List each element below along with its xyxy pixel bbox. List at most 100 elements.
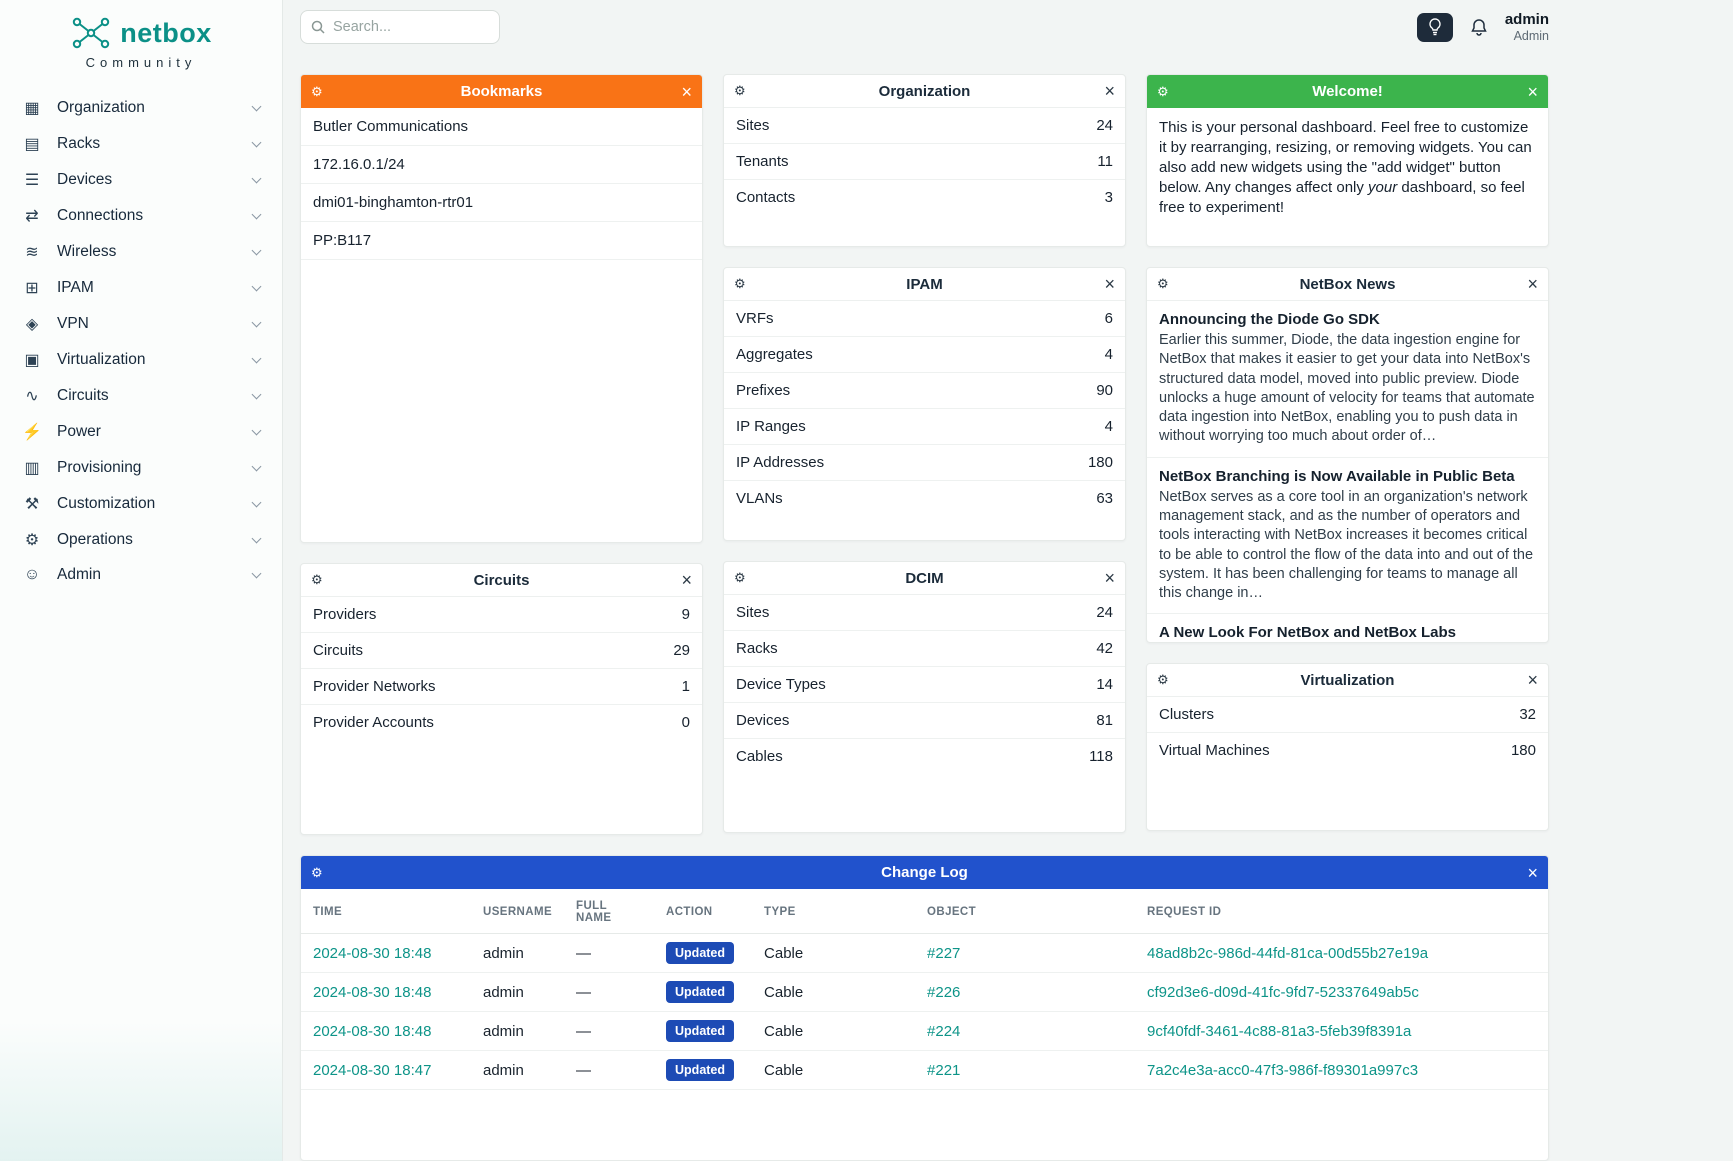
ipam-stat-row[interactable]: Aggregates 4 bbox=[724, 337, 1125, 373]
bookmark-item[interactable]: Butler Communications bbox=[301, 108, 702, 146]
gear-icon[interactable]: ⚙ bbox=[311, 83, 323, 99]
main-area: admin Admin ⚙ Bookmarks × Butler Communi… bbox=[283, 0, 1733, 1161]
ipam-stats: VRFs 6 Aggregates 4 Prefixes 90 IP Ranges 4 IP A… bbox=[724, 301, 1125, 516]
organization-stat-row[interactable]: Sites 24 bbox=[724, 108, 1125, 144]
organization-stat-row[interactable]: Tenants 11 bbox=[724, 144, 1125, 180]
sidebar-item-connections[interactable]: ⇄ Connections bbox=[0, 198, 282, 234]
ipam-stat-row[interactable]: VRFs 6 bbox=[724, 301, 1125, 337]
changelog-request-link[interactable]: cf92d3e6-d09d-41fc-9fd7-52337649ab5c bbox=[1147, 983, 1419, 1001]
sidebar-item-label: Power bbox=[57, 423, 101, 440]
notifications-button[interactable] bbox=[1469, 17, 1489, 37]
stat-value: 14 bbox=[1096, 676, 1113, 693]
document-icon: ▥ bbox=[24, 460, 40, 477]
gear-icon[interactable]: ⚙ bbox=[1157, 83, 1169, 99]
changelog-time-link[interactable]: 2024-08-30 18:48 bbox=[313, 983, 432, 1001]
changelog-object-link[interactable]: #226 bbox=[927, 983, 961, 1001]
news-item-title[interactable]: Announcing the Diode Go SDK bbox=[1159, 311, 1380, 328]
sidebar-item-provisioning[interactable]: ▥ Provisioning bbox=[0, 450, 282, 486]
close-icon[interactable]: × bbox=[1527, 274, 1538, 294]
circuits-stat-row[interactable]: Providers 9 bbox=[301, 597, 702, 633]
sidebar-item-label: Provisioning bbox=[57, 459, 142, 476]
close-icon[interactable]: × bbox=[1527, 670, 1538, 690]
sidebar-item-circuits[interactable]: ∿ Circuits bbox=[0, 378, 282, 414]
close-icon[interactable]: × bbox=[681, 81, 692, 102]
stat-label: Sites bbox=[736, 604, 770, 621]
sidebar-item-vpn[interactable]: ◈ VPN bbox=[0, 306, 282, 342]
dcim-stat-row[interactable]: Devices 81 bbox=[724, 703, 1125, 739]
virtualization-stat-row[interactable]: Virtual Machines 180 bbox=[1147, 733, 1548, 768]
virtualization-stat-row[interactable]: Clusters 32 bbox=[1147, 697, 1548, 733]
changelog-type: Cable bbox=[752, 1011, 916, 1051]
changelog-row: 2024-08-30 18:48 admin — Updated Cable #227 48… bbox=[301, 933, 1548, 973]
gear-icon[interactable]: ⚙ bbox=[734, 83, 746, 98]
bookmark-item[interactable]: dmi01-binghamton-rtr01 bbox=[301, 184, 702, 222]
dcim-stat-row[interactable]: Racks 42 bbox=[724, 631, 1125, 667]
dcim-stat-row[interactable]: Cables 118 bbox=[724, 739, 1125, 774]
changelog-time-link[interactable]: 2024-08-30 18:47 bbox=[313, 1061, 432, 1079]
changelog-column-header: Type bbox=[752, 889, 916, 934]
chevron-down-icon bbox=[251, 209, 262, 219]
netbox-logo[interactable]: netbox Community bbox=[0, 0, 282, 78]
ipam-stat-row[interactable]: Prefixes 90 bbox=[724, 373, 1125, 409]
close-icon[interactable]: × bbox=[681, 570, 692, 590]
chevron-down-icon bbox=[251, 317, 262, 327]
changelog-request-link[interactable]: 48ad8b2c-986d-44fd-81ca-00d55b27e19a bbox=[1147, 944, 1429, 962]
sidebar-item-admin[interactable]: ☺ Admin bbox=[0, 558, 282, 592]
changelog-username: admin bbox=[471, 1050, 565, 1090]
close-icon[interactable]: × bbox=[1104, 568, 1115, 588]
bookmark-item[interactable]: PP:B117 bbox=[301, 222, 702, 260]
user-menu[interactable]: admin Admin bbox=[1505, 11, 1549, 44]
changelog-request-link[interactable]: 9cf40fdf-3461-4c88-81a3-5feb39f8391a bbox=[1147, 1022, 1412, 1040]
stat-label: Virtual Machines bbox=[1159, 742, 1270, 759]
chevron-down-icon bbox=[251, 173, 262, 183]
changelog-time-link[interactable]: 2024-08-30 18:48 bbox=[313, 1022, 432, 1040]
news-item-title[interactable]: NetBox Branching is Now Available in Pub… bbox=[1159, 467, 1515, 485]
sidebar-item-operations[interactable]: ⚙ Operations bbox=[0, 522, 282, 558]
bookmark-item[interactable]: 172.16.0.1/24 bbox=[301, 146, 702, 184]
sidebar-item-devices[interactable]: ☰ Devices bbox=[0, 162, 282, 198]
news-item-title[interactable]: A New Look For NetBox and NetBox Labs bbox=[1159, 624, 1456, 642]
changelog-object-link[interactable]: #221 bbox=[927, 1061, 961, 1079]
sidebar-item-virtualization[interactable]: ▣ Virtualization bbox=[0, 342, 282, 378]
close-icon[interactable]: × bbox=[1527, 862, 1538, 883]
circuits-stat-row[interactable]: Provider Networks 1 bbox=[301, 669, 702, 705]
gear-icon[interactable]: ⚙ bbox=[311, 572, 323, 587]
ipam-stat-row[interactable]: IP Addresses 180 bbox=[724, 445, 1125, 481]
sidebar-item-organization[interactable]: ▦ Organization bbox=[0, 90, 282, 126]
stat-label: IP Ranges bbox=[736, 418, 806, 435]
ipam-stat-row[interactable]: VLANs 63 bbox=[724, 481, 1125, 516]
close-icon[interactable]: × bbox=[1104, 274, 1115, 294]
dcim-stat-row[interactable]: Device Types 14 bbox=[724, 667, 1125, 703]
sidebar-item-racks[interactable]: ▤ Racks bbox=[0, 126, 282, 162]
stat-value: 24 bbox=[1096, 604, 1113, 621]
stat-label: Prefixes bbox=[736, 382, 791, 399]
organization-stat-row[interactable]: Contacts 3 bbox=[724, 180, 1125, 215]
changelog-request-link[interactable]: 7a2c4e3a-acc0-47f3-986f-f89301a997c3 bbox=[1147, 1061, 1419, 1079]
gear-icon[interactable]: ⚙ bbox=[734, 276, 746, 291]
changelog-object-link[interactable]: #224 bbox=[927, 1022, 961, 1040]
sidebar-item-wireless[interactable]: ≋ Wireless bbox=[0, 234, 282, 270]
sidebar-item-ipam[interactable]: ⊞ IPAM bbox=[0, 270, 282, 306]
lightbulb-icon bbox=[1429, 18, 1441, 36]
stat-value: 180 bbox=[1510, 742, 1536, 759]
changelog-time-link[interactable]: 2024-08-30 18:48 bbox=[313, 944, 432, 962]
gear-icon[interactable]: ⚙ bbox=[1157, 276, 1169, 291]
close-icon[interactable]: × bbox=[1104, 81, 1115, 101]
search-input[interactable] bbox=[300, 10, 500, 44]
changelog-object-link[interactable]: #227 bbox=[927, 944, 961, 962]
gear-icon[interactable]: ⚙ bbox=[311, 864, 323, 880]
gear-icon[interactable]: ⚙ bbox=[1157, 672, 1169, 687]
changelog-username: admin bbox=[471, 1011, 565, 1051]
ipam-stat-row[interactable]: IP Ranges 4 bbox=[724, 409, 1125, 445]
widget-title: Bookmarks bbox=[460, 83, 543, 100]
theme-toggle-button[interactable] bbox=[1416, 12, 1453, 42]
gear-icon[interactable]: ⚙ bbox=[734, 570, 746, 585]
circuits-stat-row[interactable]: Provider Accounts 0 bbox=[301, 705, 702, 740]
user-name: admin bbox=[1504, 10, 1549, 28]
close-icon[interactable]: × bbox=[1527, 81, 1538, 102]
dcim-header: ⚙ DCIM × bbox=[724, 562, 1125, 595]
sidebar-item-power[interactable]: ⚡ Power bbox=[0, 414, 282, 450]
sidebar-item-customization[interactable]: ⚒ Customization bbox=[0, 486, 282, 522]
circuits-stat-row[interactable]: Circuits 29 bbox=[301, 633, 702, 669]
dcim-stat-row[interactable]: Sites 24 bbox=[724, 595, 1125, 631]
